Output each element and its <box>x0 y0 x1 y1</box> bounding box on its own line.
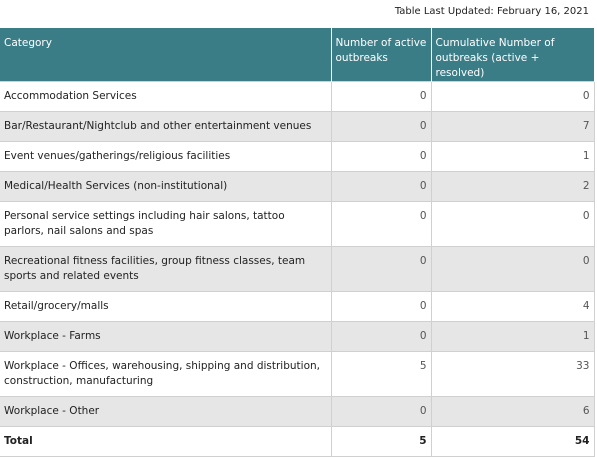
category-cell: Medical/Health Services (non-institution… <box>0 171 332 202</box>
number-cell: 0 <box>331 396 432 427</box>
category-cell: Bar/Restaurant/Nightclub and other enter… <box>0 111 332 142</box>
category-cell: Personal service settings including hair… <box>0 201 332 247</box>
number-cell: 0 <box>331 246 432 292</box>
number-cell: 0 <box>331 291 432 322</box>
number-cell: 0 <box>331 111 432 142</box>
number-cell: 33 <box>431 351 595 397</box>
header-row: Category Number of active outbreaks Cumula… <box>0 28 595 82</box>
category-cell: Event venues/gatherings/religious facili… <box>0 141 332 172</box>
last-updated: Table Last Updated: February 16, 2021 <box>394 6 589 17</box>
table-row: Accommodation Services 0 0 <box>0 81 595 112</box>
number-cell: 1 <box>431 141 595 172</box>
table-row: Recreational fitness facilities, group f… <box>0 246 595 292</box>
outbreak-table: Category Number of active outbreaks Cumula… <box>0 28 595 457</box>
table-row: Workplace - Offices, warehousing, shippi… <box>0 351 595 397</box>
number-cell: 0 <box>431 81 595 112</box>
number-cell: 0 <box>431 201 595 247</box>
number-cell: 54 <box>431 426 595 457</box>
category-cell: Workplace - Other <box>0 396 332 427</box>
number-cell: 0 <box>331 321 432 352</box>
number-cell: 0 <box>331 141 432 172</box>
number-cell: 0 <box>431 246 595 292</box>
category-cell: Workplace - Farms <box>0 321 332 352</box>
number-cell: 0 <box>331 201 432 247</box>
category-cell: Retail/grocery/malls <box>0 291 332 322</box>
number-cell: 1 <box>431 321 595 352</box>
number-cell: 6 <box>431 396 595 427</box>
category-cell: Workplace - Offices, warehousing, shippi… <box>0 351 332 397</box>
column-header: Cumulative Number of outbreaks (active +… <box>431 28 595 82</box>
column-header: Number of active outbreaks <box>331 28 432 82</box>
table-row: Retail/grocery/malls 0 4 <box>0 291 595 322</box>
number-cell: 2 <box>431 171 595 202</box>
number-cell: 0 <box>331 81 432 112</box>
column-header: Category <box>0 28 332 82</box>
table-row: Medical/Health Services (non-institution… <box>0 171 595 202</box>
table-row: Personal service settings including hair… <box>0 201 595 247</box>
category-cell: Recreational fitness facilities, group f… <box>0 246 332 292</box>
category-cell: Accommodation Services <box>0 81 332 112</box>
category-cell: Total <box>0 426 332 457</box>
table-row: Total 5 54 <box>0 426 595 457</box>
table-row: Workplace - Farms 0 1 <box>0 321 595 352</box>
table-row: Event venues/gatherings/religious facili… <box>0 141 595 172</box>
table-row: Workplace - Other 0 6 <box>0 396 595 427</box>
number-cell: 5 <box>331 426 432 457</box>
number-cell: 7 <box>431 111 595 142</box>
table-row: Bar/Restaurant/Nightclub and other enter… <box>0 111 595 142</box>
number-cell: 4 <box>431 291 595 322</box>
number-cell: 5 <box>331 351 432 397</box>
number-cell: 0 <box>331 171 432 202</box>
table-body: Accommodation Services 0 0 Bar/Restaurant/N… <box>0 81 595 457</box>
